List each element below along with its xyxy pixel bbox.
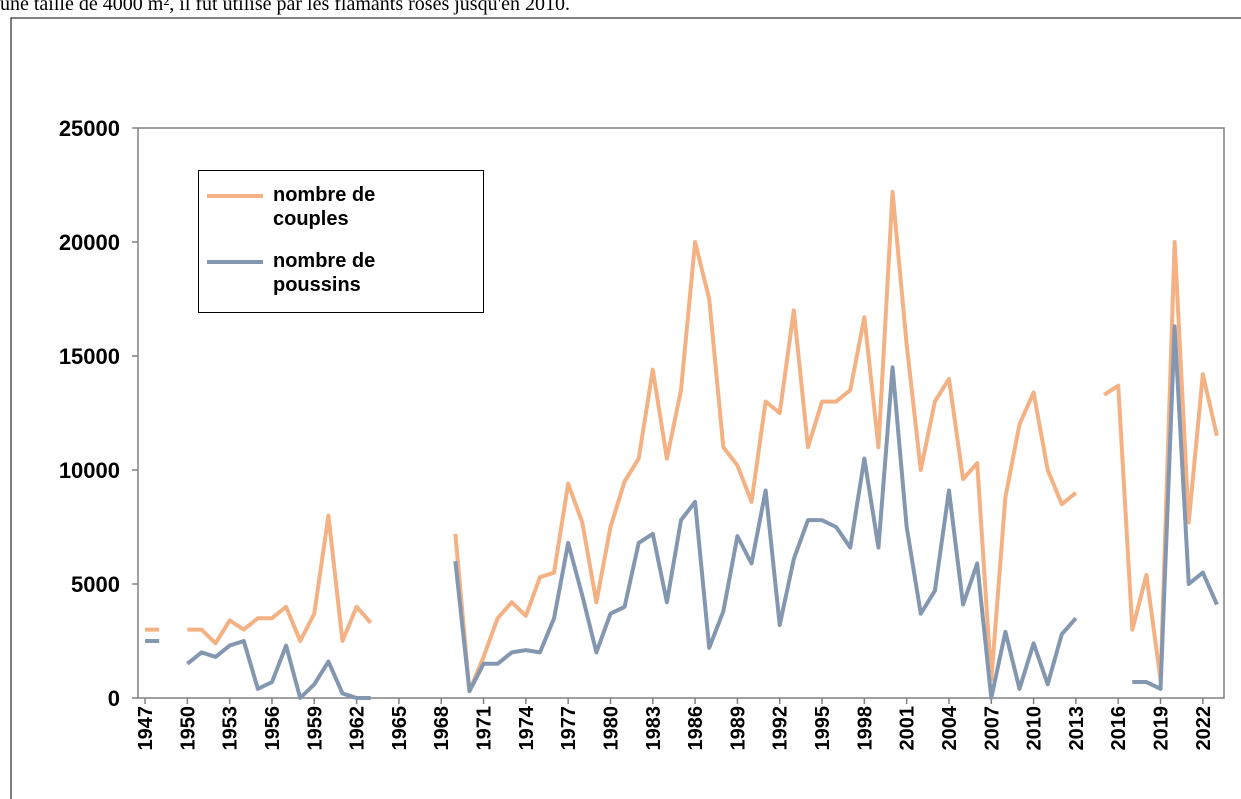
x-tick-label: 2004 — [939, 705, 961, 750]
x-tick-label: 1974 — [516, 705, 538, 750]
legend-swatch — [207, 260, 263, 264]
x-tick-label: 2019 — [1151, 706, 1173, 751]
x-tick-label: 1959 — [304, 706, 326, 751]
x-tick-label: 1962 — [347, 706, 369, 751]
x-tick-label: 1983 — [643, 706, 665, 751]
x-tick-label: 2022 — [1193, 706, 1215, 751]
series-line — [145, 324, 1219, 700]
y-tick-label: 25000 — [59, 116, 120, 141]
legend-item: nombre de poussins — [207, 249, 453, 297]
y-tick-label: 10000 — [59, 458, 120, 483]
x-tick-label: 1995 — [812, 706, 834, 751]
x-tick-label: 1950 — [177, 706, 199, 751]
y-tick-label: 0 — [108, 686, 120, 711]
x-tick-label: 1980 — [600, 706, 622, 751]
legend-label: nombre de couples — [273, 184, 376, 230]
legend-label: nombre de poussins — [273, 250, 376, 296]
x-tick-label: 1986 — [685, 706, 707, 751]
caption: une taille de 4000 m², il fut utilisé pa… — [0, 0, 570, 15]
y-tick-label: 20000 — [59, 230, 120, 255]
x-tick-label: 1968 — [431, 706, 453, 751]
legend-swatch — [207, 194, 263, 198]
chart-frame — [10, 17, 1241, 799]
x-tick-label: 1977 — [558, 706, 580, 751]
y-tick-label: 15000 — [59, 344, 120, 369]
x-tick-label: 1998 — [854, 706, 876, 751]
x-tick-label: 2013 — [1066, 706, 1088, 751]
x-tick-label: 1989 — [727, 706, 749, 751]
x-tick-label: 1965 — [389, 706, 411, 751]
x-tick-label: 2016 — [1108, 706, 1130, 751]
legend-item: nombre de couples — [207, 183, 453, 231]
x-tick-label: 1953 — [220, 706, 242, 751]
x-tick-label: 2007 — [981, 706, 1003, 751]
x-tick-label: 1992 — [770, 706, 792, 751]
x-tick-label: 2010 — [1024, 706, 1046, 751]
series-line — [145, 189, 1219, 694]
x-tick-label: 1971 — [474, 706, 496, 751]
legend: nombre de couples nombre de poussins — [198, 170, 484, 313]
plot-area — [137, 127, 1225, 699]
x-tick-label: 2001 — [897, 706, 919, 751]
x-tick-label: 1947 — [135, 706, 157, 751]
x-tick-label: 1956 — [262, 706, 284, 751]
y-tick-label: 5000 — [71, 572, 120, 597]
